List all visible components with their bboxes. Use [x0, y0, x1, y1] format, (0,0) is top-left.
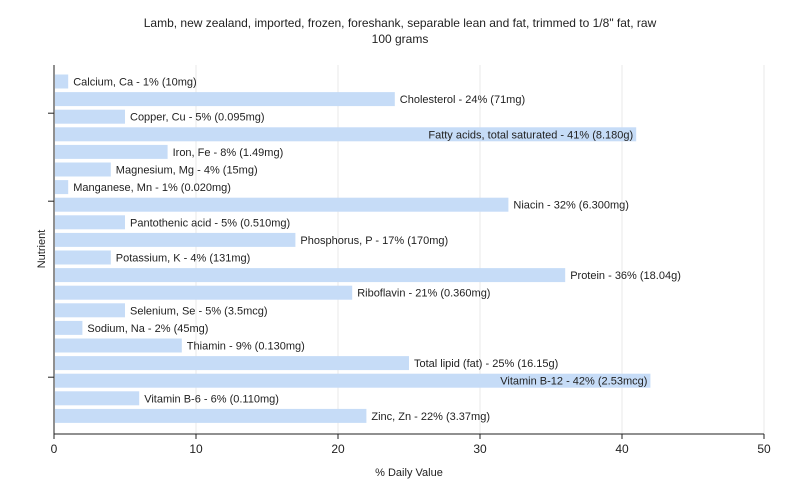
bar: [55, 391, 140, 406]
grid-lines: [195, 65, 765, 434]
bar: [55, 180, 69, 195]
y-axis-title: Nutrient: [36, 230, 48, 269]
x-ticks: 0 10 20 30 40 50: [51, 434, 771, 456]
chart-subtitle-text: 100 grams: [371, 32, 429, 46]
bar-label: Vitamin B-6 - 6% (0.110mg): [144, 393, 279, 405]
bar: [55, 250, 111, 265]
bar-label: Magnesium, Mg - 4% (15mg): [116, 165, 258, 177]
bar-label: Zinc, Zn - 22% (3.37mg): [371, 411, 490, 423]
bar: [55, 162, 111, 177]
bar-label: Selenium, Se - 5% (3.5mcg): [130, 305, 268, 317]
bar-label: Total lipid (fat) - 25% (16.15g): [414, 358, 558, 370]
bar: [55, 285, 353, 300]
x-tick-label: 0: [51, 442, 58, 456]
bars: Calcium, Ca - 1% (10mg) Cholesterol - 24%…: [55, 74, 681, 423]
x-tick-label: 30: [473, 442, 487, 456]
bar-label: Iron, Fe - 8% (1.49mg): [173, 147, 284, 159]
bar-label: Fatty acids, total saturated - 41% (8.18…: [428, 129, 633, 141]
axes: [48, 65, 764, 435]
bar-label: Calcium, Ca - 1% (10mg): [73, 77, 196, 89]
bar: [55, 320, 83, 335]
bar-label: Potassium, K - 4% (131mg): [116, 253, 251, 265]
x-tick-label: 10: [189, 442, 203, 456]
bar-label: Protein - 36% (18.04g): [570, 270, 681, 282]
bar-label: Phosphorus, P - 17% (170mg): [300, 235, 448, 247]
bar-label: Manganese, Mn - 1% (0.020mg): [73, 182, 231, 194]
bar-label: Vitamin B-12 - 42% (2.53mcg): [500, 376, 647, 388]
bar: [55, 338, 182, 353]
bar: [55, 92, 395, 107]
bar: [55, 408, 367, 423]
x-tick-label: 20: [331, 442, 345, 456]
x-tick-label: 50: [757, 442, 771, 456]
bar: [55, 215, 125, 230]
bar-label: Pantothenic acid - 5% (0.510mg): [130, 217, 290, 229]
chart-title-text: Lamb, new zealand, imported, frozen, for…: [143, 16, 657, 30]
bar: [55, 74, 69, 89]
bar: [55, 303, 125, 318]
chart-title: Lamb, new zealand, imported, frozen, for…: [0, 15, 800, 47]
bar-label: Thiamin - 9% (0.130mg): [187, 341, 305, 353]
bar: [55, 127, 637, 142]
bar: [55, 356, 409, 371]
x-axis-title: % Daily Value: [375, 467, 443, 479]
bar-label: Cholesterol - 24% (71mg): [400, 94, 525, 106]
bar-label: Copper, Cu - 5% (0.095mg): [130, 112, 265, 124]
bar-label: Riboflavin - 21% (0.360mg): [357, 288, 490, 300]
bar: [55, 109, 125, 124]
bar: [55, 268, 566, 283]
bar: [55, 144, 168, 159]
x-tick-label: 40: [615, 442, 629, 456]
bar: [55, 197, 509, 212]
bar-label: Sodium, Na - 2% (45mg): [87, 323, 208, 335]
bar-label: Niacin - 32% (6.300mg): [513, 200, 629, 212]
bar: [55, 232, 296, 247]
bar: [55, 373, 651, 388]
